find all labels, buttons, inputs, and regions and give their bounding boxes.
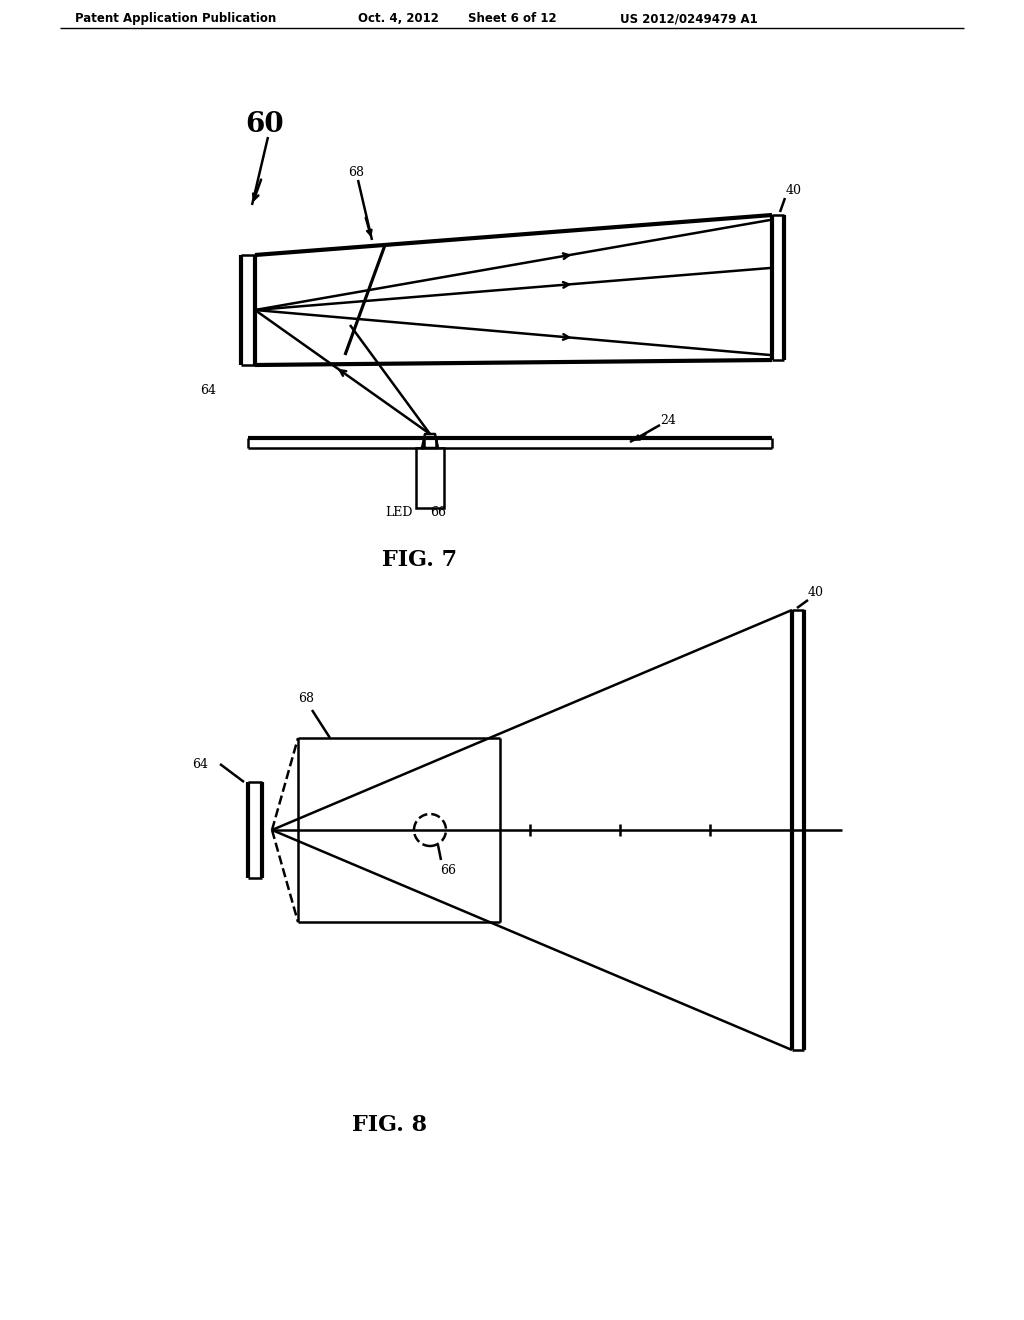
Text: US 2012/0249479 A1: US 2012/0249479 A1	[620, 12, 758, 25]
Text: 40: 40	[808, 586, 824, 598]
Text: Sheet 6 of 12: Sheet 6 of 12	[468, 12, 557, 25]
Bar	[416, 447, 444, 508]
Text: 68: 68	[298, 692, 314, 705]
Text: FIG. 8: FIG. 8	[352, 1114, 428, 1137]
Text: 24: 24	[660, 413, 676, 426]
Text: 66: 66	[440, 863, 456, 876]
Text: 60: 60	[245, 111, 284, 139]
Text: 68: 68	[348, 165, 364, 178]
Text: 64: 64	[193, 758, 208, 771]
Text: 64: 64	[200, 384, 216, 396]
Text: Patent Application Publication: Patent Application Publication	[75, 12, 276, 25]
Text: LED: LED	[385, 506, 413, 519]
Text: FIG. 7: FIG. 7	[382, 549, 458, 572]
Text: 40: 40	[786, 183, 802, 197]
Text: 66: 66	[430, 506, 446, 519]
Text: Oct. 4, 2012: Oct. 4, 2012	[358, 12, 439, 25]
